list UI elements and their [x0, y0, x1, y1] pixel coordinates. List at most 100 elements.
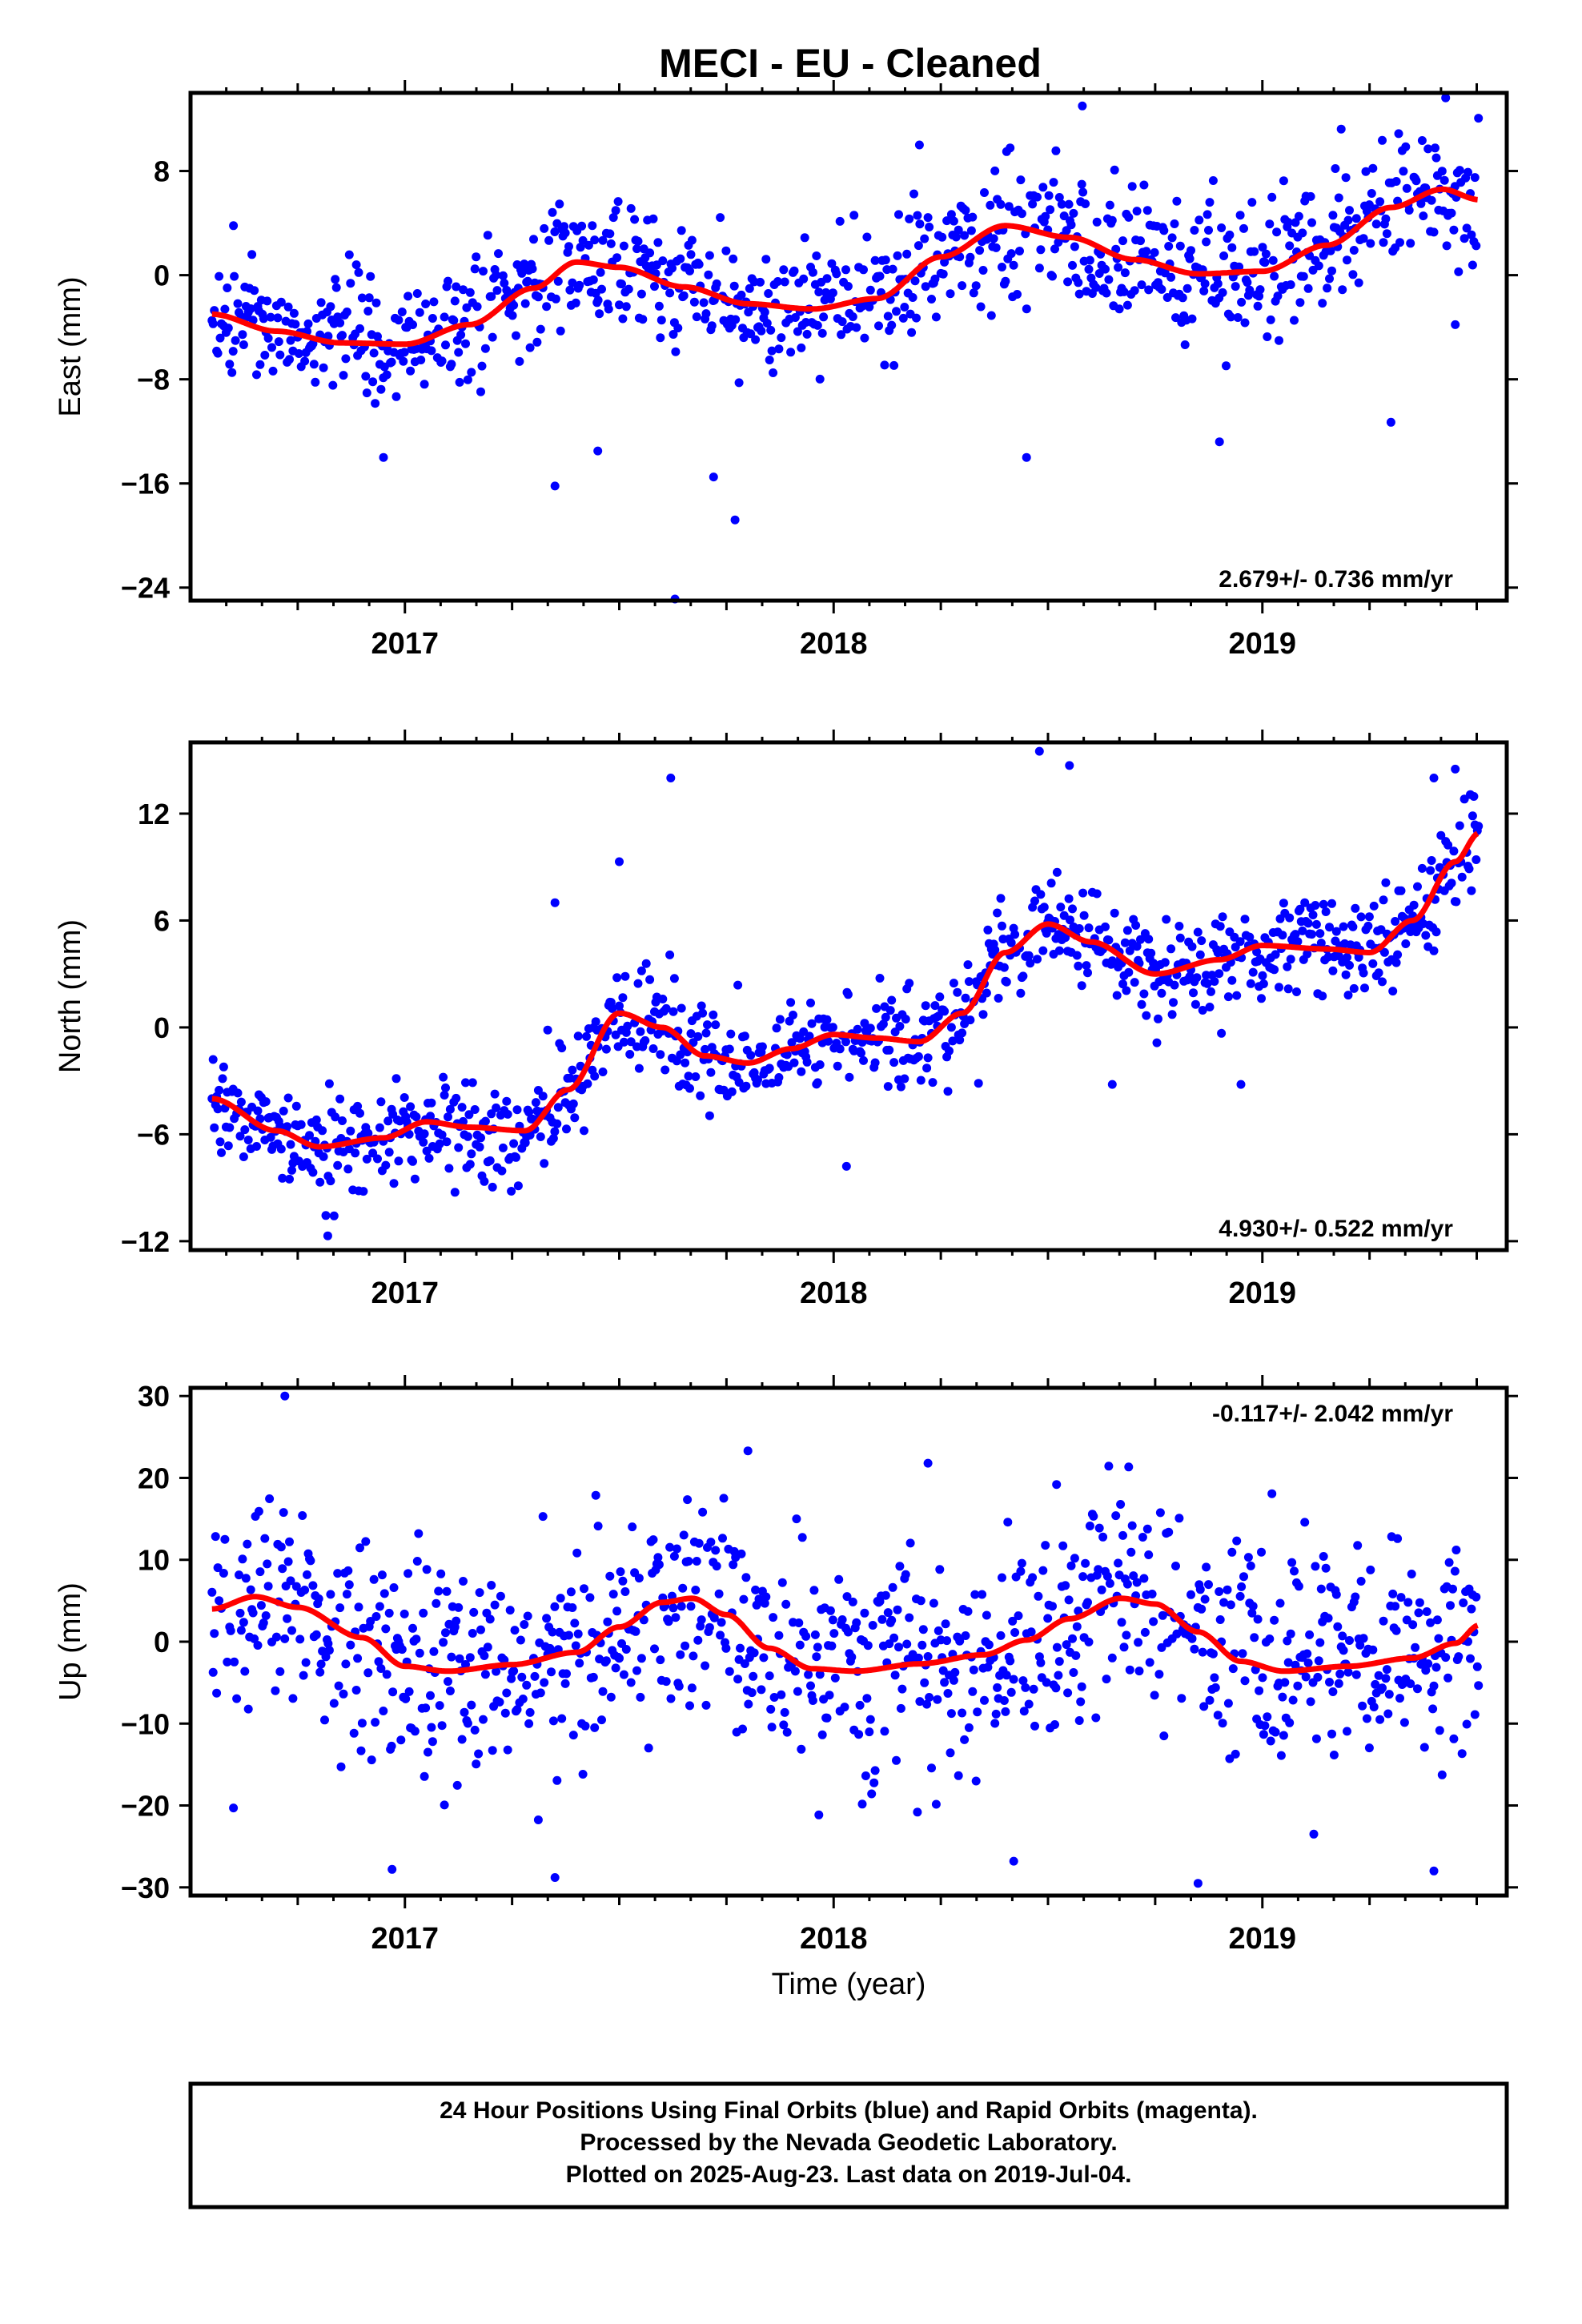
up-point-113: [369, 1574, 379, 1584]
up-point-658: [1076, 1697, 1086, 1707]
up-point-593: [991, 1709, 1001, 1719]
up-point-779: [1247, 1608, 1257, 1618]
north-point-345: [669, 974, 679, 983]
up-point-620: [1026, 1627, 1036, 1637]
north-outlier-point-951: [323, 1231, 332, 1240]
east-point-195: [472, 252, 481, 262]
east-point-164: [428, 314, 437, 323]
east-frame: [188, 90, 1509, 603]
east-point-268: [571, 298, 580, 308]
up-point-33: [256, 1601, 266, 1610]
north-point-846: [1341, 970, 1351, 979]
up-point-421: [761, 1592, 771, 1602]
up-point-781: [1250, 1633, 1259, 1642]
east-point-544: [938, 269, 948, 279]
north-point-247: [540, 1159, 549, 1168]
up-point-605: [1006, 1656, 1015, 1666]
east-point-739: [1195, 215, 1204, 225]
north-xtick-label: 2018: [800, 1277, 868, 1310]
east-point-711: [1159, 226, 1169, 235]
up-point-105: [356, 1746, 366, 1755]
north-point-41: [261, 1097, 271, 1107]
up-point-101: [351, 1686, 361, 1695]
up-point-622: [1029, 1684, 1038, 1694]
up-point-627: [1036, 1658, 1046, 1667]
north-point-118: [362, 1154, 371, 1164]
up-point-185: [457, 1735, 467, 1744]
north-point-878: [1381, 878, 1391, 887]
north-point-928: [1443, 840, 1453, 850]
east-point-480: [852, 323, 861, 332]
up-point-407: [744, 1699, 753, 1709]
up-point-813: [1290, 1566, 1299, 1576]
east-point-41: [263, 296, 272, 306]
north-point-174: [440, 1091, 449, 1100]
east-point-817: [1295, 298, 1305, 308]
east-point-894: [1402, 183, 1411, 193]
up-point-581: [973, 1707, 982, 1717]
east-point-486: [862, 232, 872, 242]
east-point-230: [520, 259, 529, 269]
east-point-42: [263, 333, 273, 343]
north-point-594: [1010, 930, 1020, 939]
up-point-773: [1238, 1649, 1247, 1659]
up-point-446: [797, 1533, 807, 1542]
up-point-348: [669, 1551, 679, 1561]
up-point-938: [1449, 1734, 1459, 1743]
north-point-740: [1203, 979, 1212, 988]
up-point-601: [1001, 1707, 1010, 1716]
north-outlier-point-953: [615, 857, 624, 866]
east-point-733: [1186, 246, 1195, 255]
up-point-405: [741, 1573, 751, 1582]
north-point-256: [552, 1119, 562, 1128]
north-point-535: [930, 1001, 940, 1011]
up-point-868: [1359, 1634, 1368, 1643]
east-point-793: [1266, 315, 1275, 324]
up-point-656: [1074, 1606, 1083, 1616]
up-point-464: [822, 1713, 832, 1723]
up-point-191: [465, 1653, 475, 1663]
east-point-820: [1299, 271, 1308, 281]
east-point-43: [266, 312, 275, 322]
east-point-388: [731, 315, 741, 324]
north-point-401: [741, 1081, 751, 1091]
up-point-500: [868, 1621, 877, 1630]
east-point-237: [528, 264, 537, 274]
north-point-187: [459, 1116, 468, 1126]
up-point-205: [483, 1642, 492, 1652]
up-point-826: [1305, 1630, 1315, 1639]
north-point-244: [536, 1132, 545, 1141]
up-point-669: [1089, 1511, 1098, 1521]
up-point-427: [774, 1630, 784, 1640]
up-point-13: [230, 1657, 239, 1667]
up-point-873: [1366, 1565, 1375, 1574]
up-point-82: [323, 1638, 333, 1648]
east-point-100: [346, 279, 355, 288]
up-point-392: [725, 1667, 734, 1676]
east-point-356: [686, 250, 696, 259]
east-point-582: [990, 166, 1000, 175]
east-point-532: [921, 282, 930, 292]
east-point-74: [311, 377, 320, 387]
east-point-840: [1326, 246, 1335, 255]
up-point-867: [1358, 1701, 1367, 1711]
north-point-499: [883, 1082, 893, 1092]
north-outlier-point-958: [1107, 1080, 1117, 1089]
east-point-923: [1442, 241, 1452, 251]
east-point-772: [1237, 297, 1247, 307]
north-point-269: [568, 1099, 578, 1108]
up-point-940: [1452, 1546, 1461, 1554]
up-point-673: [1094, 1523, 1104, 1533]
north-point-439: [795, 1034, 805, 1043]
east-point-442: [802, 329, 812, 339]
east-point-543: [938, 232, 947, 242]
up-point-394: [729, 1560, 738, 1570]
up-point-256: [552, 1775, 562, 1785]
north-point-137: [389, 1179, 399, 1188]
east-point-881: [1381, 214, 1391, 223]
up-point-266: [564, 1630, 573, 1640]
east-point-146: [406, 366, 416, 376]
north-point-57: [283, 1122, 292, 1132]
east-point-255: [553, 276, 563, 286]
up-point-444: [795, 1640, 805, 1650]
